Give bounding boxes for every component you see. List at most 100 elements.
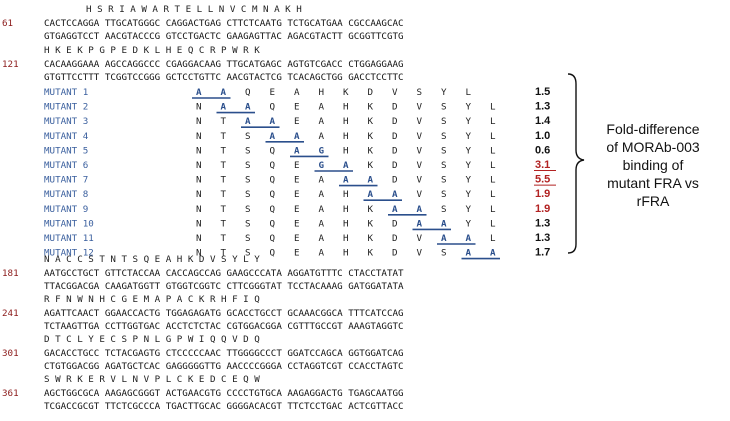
dna-reverse-row: TTACGGACGA CAAGATGGTT GTGGTCGGTC CTTCGGG… <box>44 281 404 292</box>
mutant-row: MUTANT 6 N T S Q E G A K D V S Y L 3.1 <box>44 159 556 172</box>
residue: S <box>441 145 447 156</box>
residue: Q <box>270 102 276 113</box>
dna-forward-row: CACAAGGAAA AGCCAGGCCC CGAGGACAAG TTGCATG… <box>44 59 404 70</box>
residue: E <box>294 218 300 229</box>
residue: K <box>368 218 374 229</box>
residue: T <box>221 116 227 127</box>
residue: D <box>368 87 374 98</box>
mutant-label: MUTANT 2 <box>44 102 88 113</box>
mutant-label: MUTANT 1 <box>44 87 88 98</box>
residue: K <box>368 145 374 156</box>
fold-difference-value: 1.5 <box>535 86 550 98</box>
dna-forward-row: GACACCTGCC TCTACGAGTG CTCCCCCAAC TTGGGGC… <box>44 348 404 359</box>
residue: N <box>196 189 202 200</box>
sequence-block-361: S W R K E R V L N V P L C K E D C E Q W … <box>2 374 404 412</box>
residue: H <box>343 116 349 127</box>
residue: E <box>294 189 300 200</box>
fold-difference-value: 1.7 <box>535 247 550 259</box>
residue: Q <box>270 218 276 229</box>
mutant-label: MUTANT 8 <box>44 189 88 200</box>
residue: T <box>221 248 227 259</box>
residue: L <box>466 87 472 98</box>
residue: S <box>441 189 447 200</box>
mutated-residue: A <box>245 102 251 113</box>
residue: N <box>196 218 202 229</box>
fold-difference-value: 1.9 <box>535 203 550 215</box>
residue: V <box>417 145 423 156</box>
sequence-block-121: H K E K P G P E D K L H E Q C R P W R K … <box>2 45 404 83</box>
mutated-residue: A <box>343 160 349 171</box>
amino-acid-row: H S R I A W A R T E L L N V C M N A K H <box>86 4 302 15</box>
note-line: binding of <box>623 157 684 173</box>
dna-forward-row: AATGCCTGCT GTTCTACCAA CACCAGCCAG GAAGCCC… <box>44 268 404 279</box>
mutated-residue: G <box>319 160 325 171</box>
residue: H <box>343 248 349 259</box>
dna-reverse-row: TCTAAGTTGA CCTTGGTGAC ACCTCTCTAC CGTGGAC… <box>44 321 404 332</box>
mutated-residue: A <box>417 204 423 215</box>
sequence-block-61: H S R I A W A R T E L L N V C M N A K H … <box>2 4 404 42</box>
residue: S <box>441 102 447 113</box>
dna-reverse-row: TCGACCGCGT TTCTCGCCCA TGACTTGCAC GGGGACA… <box>44 401 404 412</box>
residue: L <box>490 175 496 186</box>
residue: Y <box>466 145 472 156</box>
line-number: 181 <box>2 268 19 279</box>
fold-difference-value: 5.5 <box>535 174 550 186</box>
sequence-block-301: D T C L Y E C S P N L G P W I Q Q V D Q … <box>2 334 404 372</box>
residue: H <box>343 102 349 113</box>
residue: S <box>441 116 447 127</box>
fold-difference-value: 1.9 <box>535 188 550 200</box>
line-number: 121 <box>2 59 19 70</box>
residue: D <box>392 160 398 171</box>
residue: V <box>417 189 423 200</box>
fold-difference-value: 1.4 <box>535 115 551 127</box>
mutated-residue: A <box>368 189 374 200</box>
residue: E <box>294 233 300 244</box>
residue: T <box>221 189 227 200</box>
residue: Y <box>466 116 472 127</box>
residue: N <box>196 175 202 186</box>
residue: A <box>319 175 325 186</box>
residue: E <box>294 160 300 171</box>
residue: Y <box>466 102 472 113</box>
amino-acid-row: D T C L Y E C S P N L G P W I Q Q V D Q <box>44 334 260 345</box>
mutated-residue: A <box>221 102 227 113</box>
mutated-residue: A <box>221 87 227 98</box>
residue: H <box>319 87 325 98</box>
mutated-residue: A <box>466 248 472 259</box>
residue: S <box>245 248 251 259</box>
fold-difference-note: Fold-difference of MORAb-003 binding of … <box>606 121 700 209</box>
amino-acid-row: R F N W N H C G E M A P A C K R H F I Q <box>44 294 260 305</box>
residue: E <box>294 248 300 259</box>
residue: Y <box>441 87 447 98</box>
mutated-residue: A <box>343 175 349 186</box>
mutated-residue: A <box>441 218 447 229</box>
residue: H <box>343 131 349 142</box>
mutated-residue: A <box>490 248 496 259</box>
residue: S <box>245 204 251 215</box>
note-line: mutant FRA vs <box>607 175 699 191</box>
residue: A <box>319 248 325 259</box>
residue: V <box>417 160 423 171</box>
mutated-residue: A <box>392 204 398 215</box>
mutant-label: MUTANT 4 <box>44 131 89 142</box>
residue: K <box>368 204 374 215</box>
residue: S <box>245 189 251 200</box>
residue: D <box>392 145 398 156</box>
residue: K <box>368 102 374 113</box>
amino-acid-row: S W R K E R V L N V P L C K E D C E Q W <box>44 374 260 385</box>
residue: T <box>221 160 227 171</box>
residue: N <box>196 248 202 259</box>
mutant-row: MUTANT 4 N T S A A A H K D V S Y L 1.0 <box>44 130 550 143</box>
residue: L <box>490 116 496 127</box>
residue: S <box>245 145 251 156</box>
residue: A <box>319 204 325 215</box>
residue: L <box>490 131 496 142</box>
residue: Q <box>270 189 276 200</box>
fold-difference-value: 1.3 <box>535 217 550 229</box>
amino-acid-row: H K E K P G P E D K L H E Q C R P W R K <box>44 45 260 56</box>
mutated-residue: A <box>417 218 423 229</box>
amino-acid-row: N A C C S T N T S Q E A H K D V S Y L Y <box>44 254 260 265</box>
residue: H <box>343 145 349 156</box>
residue: T <box>221 218 227 229</box>
